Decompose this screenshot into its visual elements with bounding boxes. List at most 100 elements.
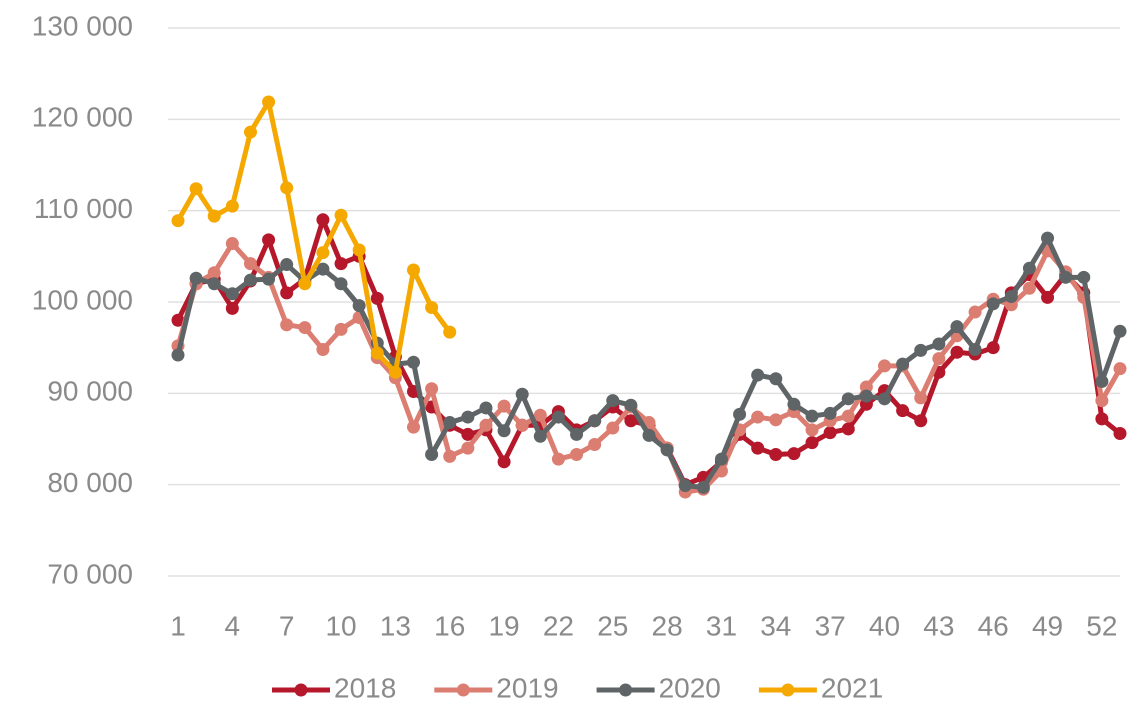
data-point — [751, 441, 765, 455]
data-point — [334, 257, 348, 271]
data-point — [968, 342, 982, 356]
data-point — [678, 479, 692, 493]
data-point — [171, 214, 185, 228]
data-point — [932, 337, 946, 351]
data-point — [1095, 412, 1109, 426]
legend-item: 2020 — [596, 672, 721, 703]
data-point — [515, 387, 529, 401]
data-point — [497, 455, 511, 469]
data-point — [551, 410, 565, 424]
x-tick-label: 7 — [279, 610, 295, 641]
data-point — [388, 365, 402, 379]
data-point — [443, 325, 457, 339]
data-point — [461, 441, 475, 455]
data-point — [642, 428, 656, 442]
data-point — [1095, 374, 1109, 388]
data-point — [841, 392, 855, 406]
data-point — [533, 429, 547, 443]
legend-marker — [619, 683, 633, 697]
data-point — [696, 480, 710, 494]
series — [171, 95, 457, 379]
x-tick-label: 49 — [1032, 610, 1063, 641]
x-tick-label: 13 — [380, 610, 411, 641]
data-point — [370, 291, 384, 305]
data-point — [515, 418, 529, 432]
x-tick-label: 37 — [815, 610, 846, 641]
data-point — [243, 125, 257, 139]
data-point — [823, 406, 837, 420]
y-tick-label: 80 000 — [47, 467, 133, 498]
data-point — [207, 209, 221, 223]
data-point — [1022, 281, 1036, 295]
data-point — [751, 410, 765, 424]
data-point — [950, 345, 964, 359]
data-point — [243, 257, 257, 271]
x-tick-label: 1 — [170, 610, 186, 641]
data-point — [370, 346, 384, 360]
data-point — [189, 271, 203, 285]
data-point — [805, 409, 819, 423]
data-point — [207, 266, 221, 280]
y-tick-label: 110 000 — [34, 193, 133, 224]
data-point — [588, 437, 602, 451]
y-tick-label: 130 000 — [32, 10, 133, 41]
x-tick-label: 25 — [597, 610, 628, 641]
data-point — [207, 277, 221, 291]
data-point — [769, 372, 783, 386]
x-tick-label: 22 — [543, 610, 574, 641]
data-point — [805, 423, 819, 437]
data-point — [570, 427, 584, 441]
x-tick-label: 43 — [923, 610, 954, 641]
data-point — [769, 413, 783, 427]
data-point — [497, 399, 511, 413]
data-point — [841, 409, 855, 423]
x-tick-label: 31 — [706, 610, 737, 641]
data-point — [986, 341, 1000, 355]
legend-item: 2021 — [758, 672, 883, 703]
data-point — [225, 199, 239, 213]
legend-marker — [294, 683, 308, 697]
data-point — [1077, 270, 1091, 284]
data-point — [787, 397, 801, 411]
data-point — [823, 426, 837, 440]
data-point — [171, 313, 185, 327]
data-point — [425, 448, 439, 462]
data-point — [624, 414, 638, 428]
legend-marker — [456, 683, 470, 697]
data-point — [805, 436, 819, 450]
data-point — [497, 424, 511, 438]
data-point — [986, 297, 1000, 311]
legend-label: 2021 — [821, 672, 883, 703]
x-tick-label: 40 — [869, 610, 900, 641]
data-point — [334, 322, 348, 336]
series — [171, 231, 1127, 494]
x-tick-label: 4 — [225, 610, 241, 641]
data-point — [243, 273, 257, 287]
data-point — [334, 208, 348, 222]
legend-label: 2020 — [659, 672, 721, 703]
data-point — [878, 359, 891, 373]
x-tick-label: 10 — [325, 610, 356, 641]
data-point — [225, 237, 239, 251]
data-point — [896, 404, 910, 418]
data-point — [551, 452, 565, 466]
data-point — [1022, 261, 1036, 275]
data-point — [298, 321, 312, 335]
data-point — [968, 305, 982, 319]
data-point — [461, 410, 475, 424]
data-point — [443, 449, 457, 463]
legend-item: 2019 — [434, 672, 559, 703]
y-tick-label: 90 000 — [47, 376, 133, 407]
data-point — [316, 262, 330, 276]
series-line — [175, 235, 1123, 490]
data-point — [914, 343, 928, 357]
data-point — [189, 182, 203, 196]
data-point — [588, 414, 602, 428]
data-point — [841, 422, 855, 436]
y-tick-label: 70 000 — [47, 558, 133, 589]
data-point — [352, 243, 366, 257]
data-point — [407, 420, 420, 434]
data-point — [352, 299, 366, 313]
data-point — [769, 448, 783, 462]
